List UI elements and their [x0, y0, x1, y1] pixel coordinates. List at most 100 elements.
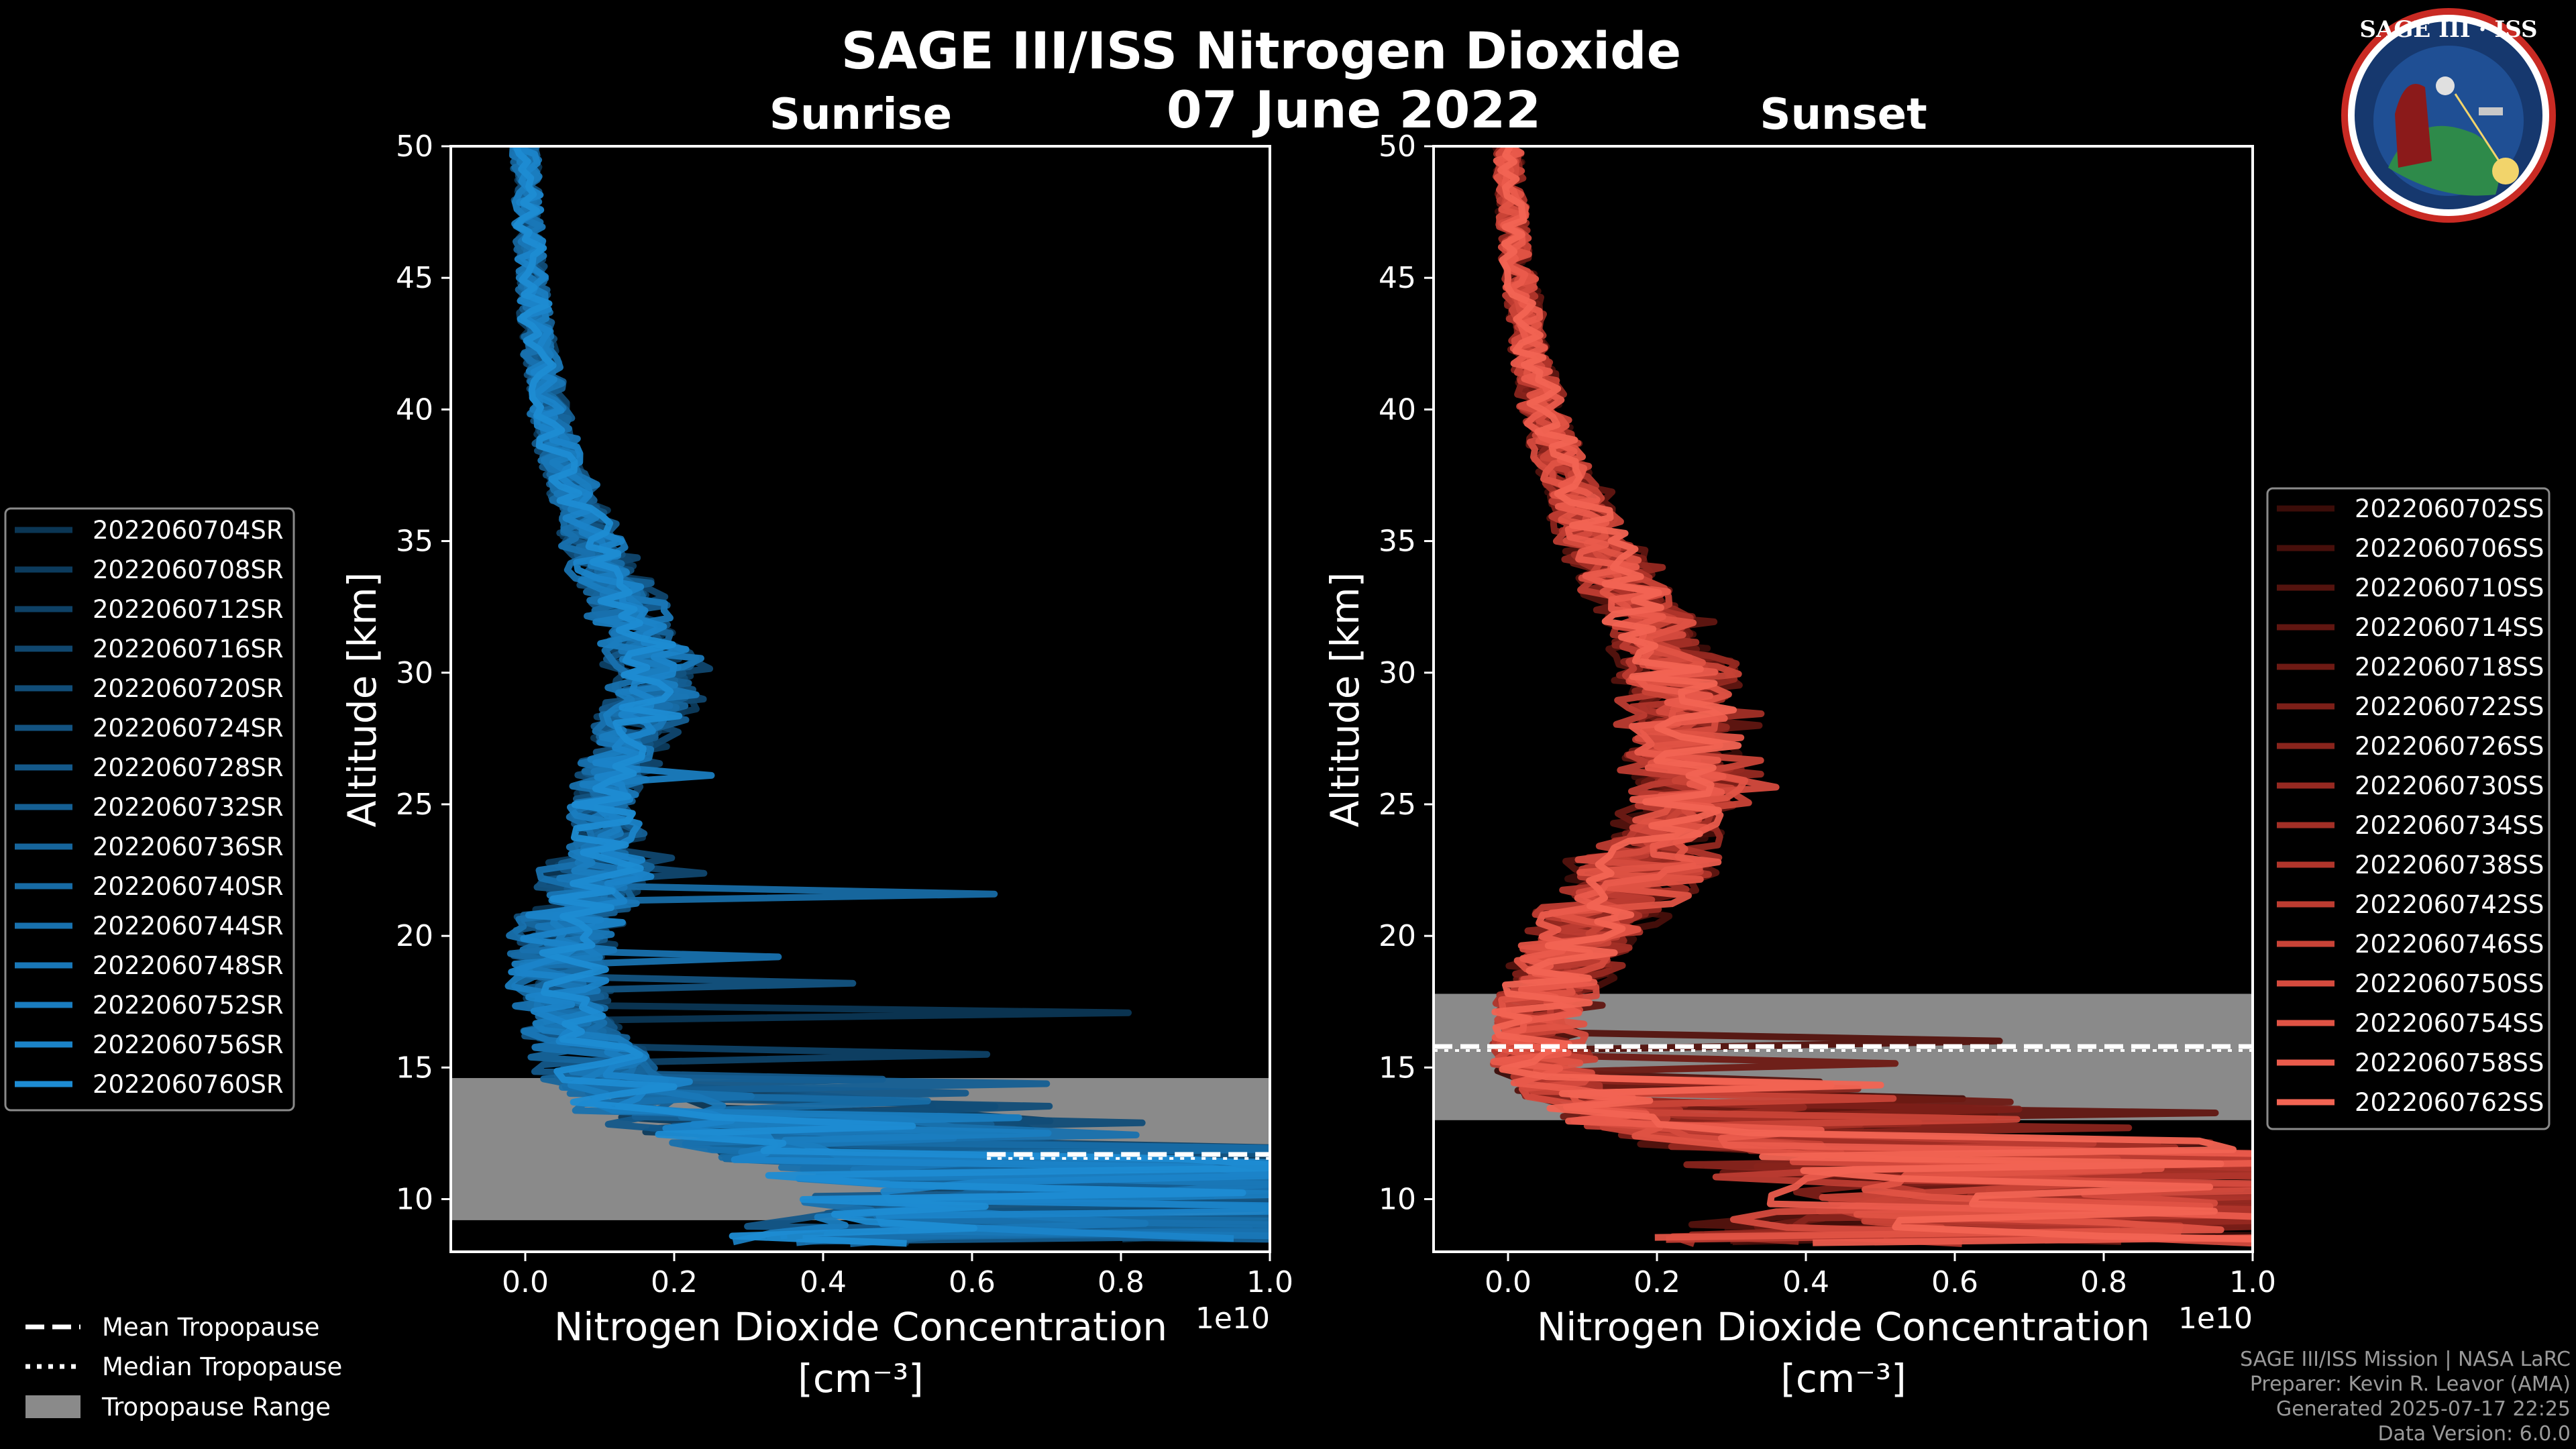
sunrise-legend-label: 2022060724SR: [93, 714, 284, 743]
mean-tropopause-label: Mean Tropopause: [102, 1313, 320, 1342]
sunrise-legend-label: 2022060728SR: [93, 753, 284, 782]
sunset-legend-label: 2022060738SS: [2355, 851, 2544, 879]
sunset-x-axis-unit: [cm⁻³]: [1780, 1356, 1907, 1401]
sunrise-legend-frame: [4, 507, 295, 1112]
sunset-y-tick-label: 10: [1379, 1183, 1416, 1217]
sunrise-y-tick-label: 15: [396, 1051, 433, 1085]
sunset-legend: 2022060702SS 2022060706SS 2022060710SS 2022…: [2266, 487, 2551, 1130]
sunrise-y-tick-label: 10: [396, 1183, 433, 1217]
sunset-legend-label: 2022060754SS: [2355, 1009, 2544, 1038]
sunset-legend-label: 2022060734SS: [2355, 811, 2544, 840]
sunrise-legend-label: 2022060740SR: [93, 872, 284, 901]
sunrise-legend-label: 2022060716SR: [93, 635, 284, 663]
sunrise-y-tick-label: 45: [396, 261, 433, 295]
figure-date: 07 June 2022: [1167, 80, 1541, 140]
sunrise-legend-label: 2022060732SR: [93, 793, 284, 822]
sunset-x-tick-label: 0.4: [1782, 1265, 1829, 1299]
sunset-x-tick-label: 0.6: [1931, 1265, 1978, 1299]
sunrise-y-axis-label: Altitude [km]: [339, 572, 385, 827]
sunset-legend-label: 2022060706SS: [2355, 534, 2544, 563]
sunrise-y-tick-label: 50: [396, 129, 433, 164]
sunset-x-multiplier: 1e10: [2178, 1301, 2253, 1336]
sunrise-legend-label: 2022060760SR: [93, 1070, 284, 1099]
logo-station: [2479, 107, 2503, 115]
sunset-legend-label: 2022060762SS: [2355, 1088, 2544, 1117]
sunset-y-tick-label: 20: [1379, 919, 1416, 953]
sunset-profiles: [1489, 146, 2253, 1247]
sunrise-x-axis-unit: [cm⁻³]: [798, 1356, 924, 1401]
sunset-y-tick-label: 30: [1379, 656, 1416, 690]
sunrise-series-2022060760SR: [513, 146, 1270, 1247]
sunrise-legend-label: 2022060712SR: [93, 595, 284, 624]
sunrise-y-tick-label: 25: [396, 788, 433, 822]
sunset-legend-label: 2022060730SS: [2355, 771, 2544, 800]
sunset-y-tick-label: 35: [1379, 525, 1416, 559]
sunrise-y-tick-label: 20: [396, 919, 433, 953]
figure-title: SAGE III/ISS Nitrogen Dioxide: [841, 21, 1681, 80]
sunrise-y-tick-label: 35: [396, 525, 433, 559]
sunset-y-tick-label: 25: [1379, 788, 1416, 822]
logo-figure: [2395, 84, 2432, 168]
footer-generated: Generated 2025-07-17 22:25: [2276, 1397, 2571, 1421]
sunset-legend-label: 2022060722SS: [2355, 692, 2544, 721]
sunset-legend-label: 2022060746SS: [2355, 930, 2544, 959]
sunrise-x-tick-label: 1.0: [1246, 1265, 1293, 1299]
sunset-x-tick-label: 1.0: [2229, 1265, 2276, 1299]
sunset-legend-label: 2022060750SS: [2355, 969, 2544, 998]
sunrise-profiles: [504, 146, 1270, 1248]
sunset-legend-label: 2022060718SS: [2355, 653, 2544, 682]
sunrise-legend-label: 2022060720SR: [93, 674, 284, 703]
sunset-legend-label: 2022060702SS: [2355, 494, 2544, 523]
median-tropopause-label: Median Tropopause: [102, 1352, 342, 1381]
sunrise-x-tick-label: 0.0: [502, 1265, 549, 1299]
sunset-legend-label: 2022060742SS: [2355, 890, 2544, 919]
sunset-x-tick-label: 0.2: [1633, 1265, 1680, 1299]
sunrise-legend-label: 2022060708SR: [93, 555, 284, 584]
sunset-panel: Sunset Altitude [km] Nitrogen Dioxide Co…: [1322, 90, 2276, 1401]
sunset-legend-label: 2022060714SS: [2355, 613, 2544, 642]
sunset-series-2022060762SS: [1491, 146, 2253, 1243]
sunrise-plot-frame: [449, 145, 1271, 1253]
sunrise-x-tick-label: 0.2: [651, 1265, 698, 1299]
logo-moon: [2436, 76, 2455, 95]
sunset-x-tick-label: 0.8: [2080, 1265, 2127, 1299]
sunrise-x-tick-label: 0.6: [949, 1265, 996, 1299]
sunrise-y-tick-label: 40: [396, 392, 433, 427]
sunset-legend-label: 2022060726SS: [2355, 732, 2544, 761]
sunset-plot-frame: [1432, 145, 2254, 1253]
footer-preparer: Preparer: Kevin R. Leavor (AMA): [2250, 1373, 2571, 1396]
sunrise-panel: Sunrise Altitude [km] Nitrogen Dioxide C…: [339, 90, 1293, 1401]
sunset-y-tick-label: 15: [1379, 1051, 1416, 1085]
sunrise-legend: 2022060704SR 2022060708SR 2022060712SR 2022…: [4, 507, 295, 1112]
sunset-panel-title: Sunset: [1760, 90, 1927, 140]
sunrise-legend-label: 2022060748SR: [93, 951, 284, 980]
sunrise-legend-label: 2022060744SR: [93, 912, 284, 941]
sunrise-legend-label: 2022060736SR: [93, 833, 284, 861]
sunrise-legend-label: 2022060756SR: [93, 1030, 284, 1059]
footer: SAGE III/ISS Mission | NASA LaRC Prepare…: [2240, 1348, 2571, 1446]
sunset-y-tick-label: 40: [1379, 392, 1416, 427]
sunset-y-axis-label: Altitude [km]: [1322, 572, 1368, 827]
mission-patch-icon: SAGE III · ISS: [2341, 8, 2556, 223]
sunset-y-tick-label: 50: [1379, 129, 1416, 164]
footer-mission: SAGE III/ISS Mission | NASA LaRC: [2240, 1348, 2571, 1371]
sunrise-x-tick-label: 0.4: [800, 1265, 847, 1299]
sunrise-x-multiplier: 1e10: [1195, 1301, 1270, 1336]
sunset-legend-frame: [2266, 487, 2551, 1130]
sunset-x-axis-label: Nitrogen Dioxide Concentration: [1537, 1304, 2150, 1350]
sunset-y-tick-label: 45: [1379, 261, 1416, 295]
sunrise-x-axis-label: Nitrogen Dioxide Concentration: [554, 1304, 1167, 1350]
tropopause-range-label: Tropopause Range: [101, 1393, 331, 1421]
sunrise-y-tick-label: 30: [396, 656, 433, 690]
tropopause-range-swatch: [25, 1395, 80, 1418]
sunrise-legend-label: 2022060752SR: [93, 991, 284, 1020]
logo-text: SAGE III · ISS: [2359, 16, 2537, 43]
sunrise-legend-label: 2022060704SR: [93, 516, 284, 545]
sunrise-x-tick-label: 0.8: [1097, 1265, 1144, 1299]
footer-data-version: Data Version: 6.0.0: [2378, 1422, 2571, 1446]
sunset-legend-label: 2022060758SS: [2355, 1049, 2544, 1077]
logo-beam: [2454, 93, 2507, 172]
sunset-x-tick-label: 0.0: [1485, 1265, 1532, 1299]
sunset-legend-label: 2022060710SS: [2355, 574, 2544, 602]
